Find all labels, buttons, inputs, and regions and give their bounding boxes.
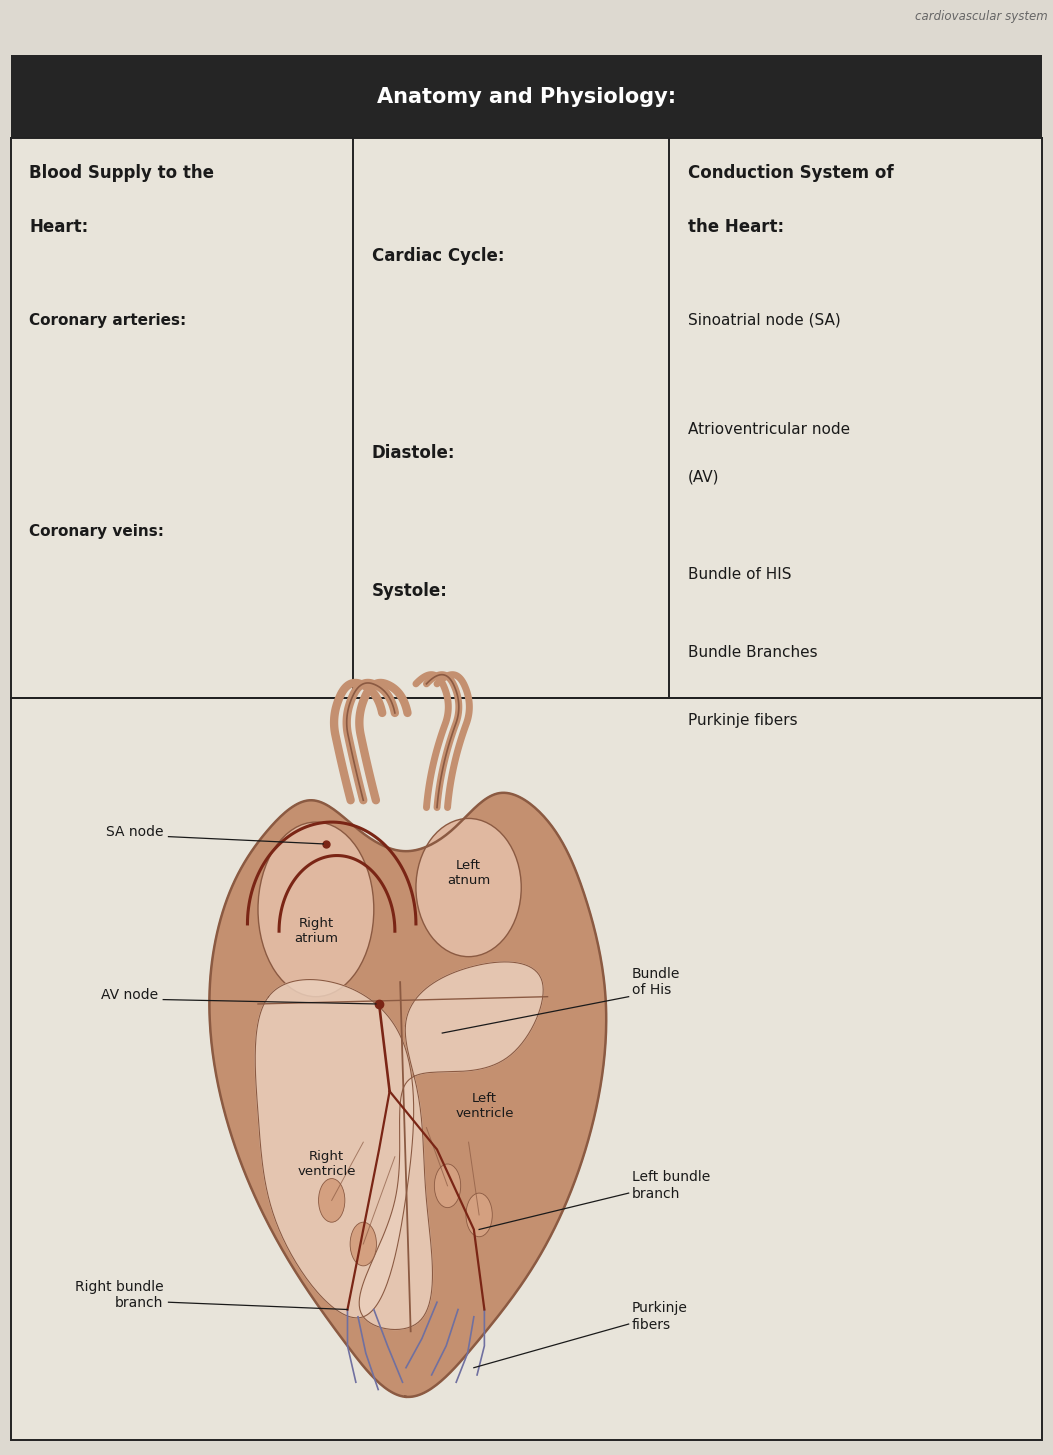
Text: Anatomy and Physiology:: Anatomy and Physiology: [377,87,676,106]
Ellipse shape [258,822,374,997]
Text: Purkinje fibers: Purkinje fibers [688,713,797,728]
Text: Conduction System of: Conduction System of [688,164,893,182]
Text: Purkinje
fibers: Purkinje fibers [632,1301,688,1333]
Ellipse shape [318,1179,344,1222]
Text: Right bundle
branch: Right bundle branch [75,1279,163,1311]
Text: Blood Supply to the: Blood Supply to the [29,164,215,182]
Polygon shape [210,793,607,1397]
Text: AV node: AV node [101,988,158,1002]
Bar [11,698,1042,1440]
Bar [11,138,353,698]
Text: Systole:: Systole: [372,582,448,599]
Ellipse shape [416,818,521,957]
Ellipse shape [434,1164,460,1208]
Text: SA node: SA node [105,825,163,840]
Polygon shape [359,962,543,1330]
Text: Bundle Branches: Bundle Branches [688,645,817,659]
Text: cardiovascular system: cardiovascular system [915,10,1048,23]
Text: Sinoatrial node (SA): Sinoatrial node (SA) [688,313,840,327]
Text: Right
atrium: Right atrium [294,917,338,946]
Text: Coronary veins:: Coronary veins: [29,524,164,538]
Polygon shape [255,979,414,1318]
Bar [11,55,1042,138]
Text: Cardiac Cycle:: Cardiac Cycle: [372,247,504,265]
Ellipse shape [350,1222,377,1266]
Bar [669,138,1042,698]
Text: Diastole:: Diastole: [372,444,455,461]
Text: Left
ventricle: Left ventricle [455,1091,514,1120]
Text: the Heart:: the Heart: [688,218,783,236]
Text: Left
atnum: Left atnum [446,858,491,888]
Text: Left bundle
branch: Left bundle branch [632,1170,710,1202]
Bar [353,138,669,698]
Text: Bundle
of His: Bundle of His [632,966,680,998]
Text: Atrioventricular node: Atrioventricular node [688,422,850,436]
Text: Coronary arteries:: Coronary arteries: [29,313,186,327]
Text: Heart:: Heart: [29,218,88,236]
Ellipse shape [465,1193,492,1237]
Text: Right
ventricle: Right ventricle [297,1149,356,1179]
Text: (AV): (AV) [688,470,719,485]
Text: Bundle of HIS: Bundle of HIS [688,567,791,582]
